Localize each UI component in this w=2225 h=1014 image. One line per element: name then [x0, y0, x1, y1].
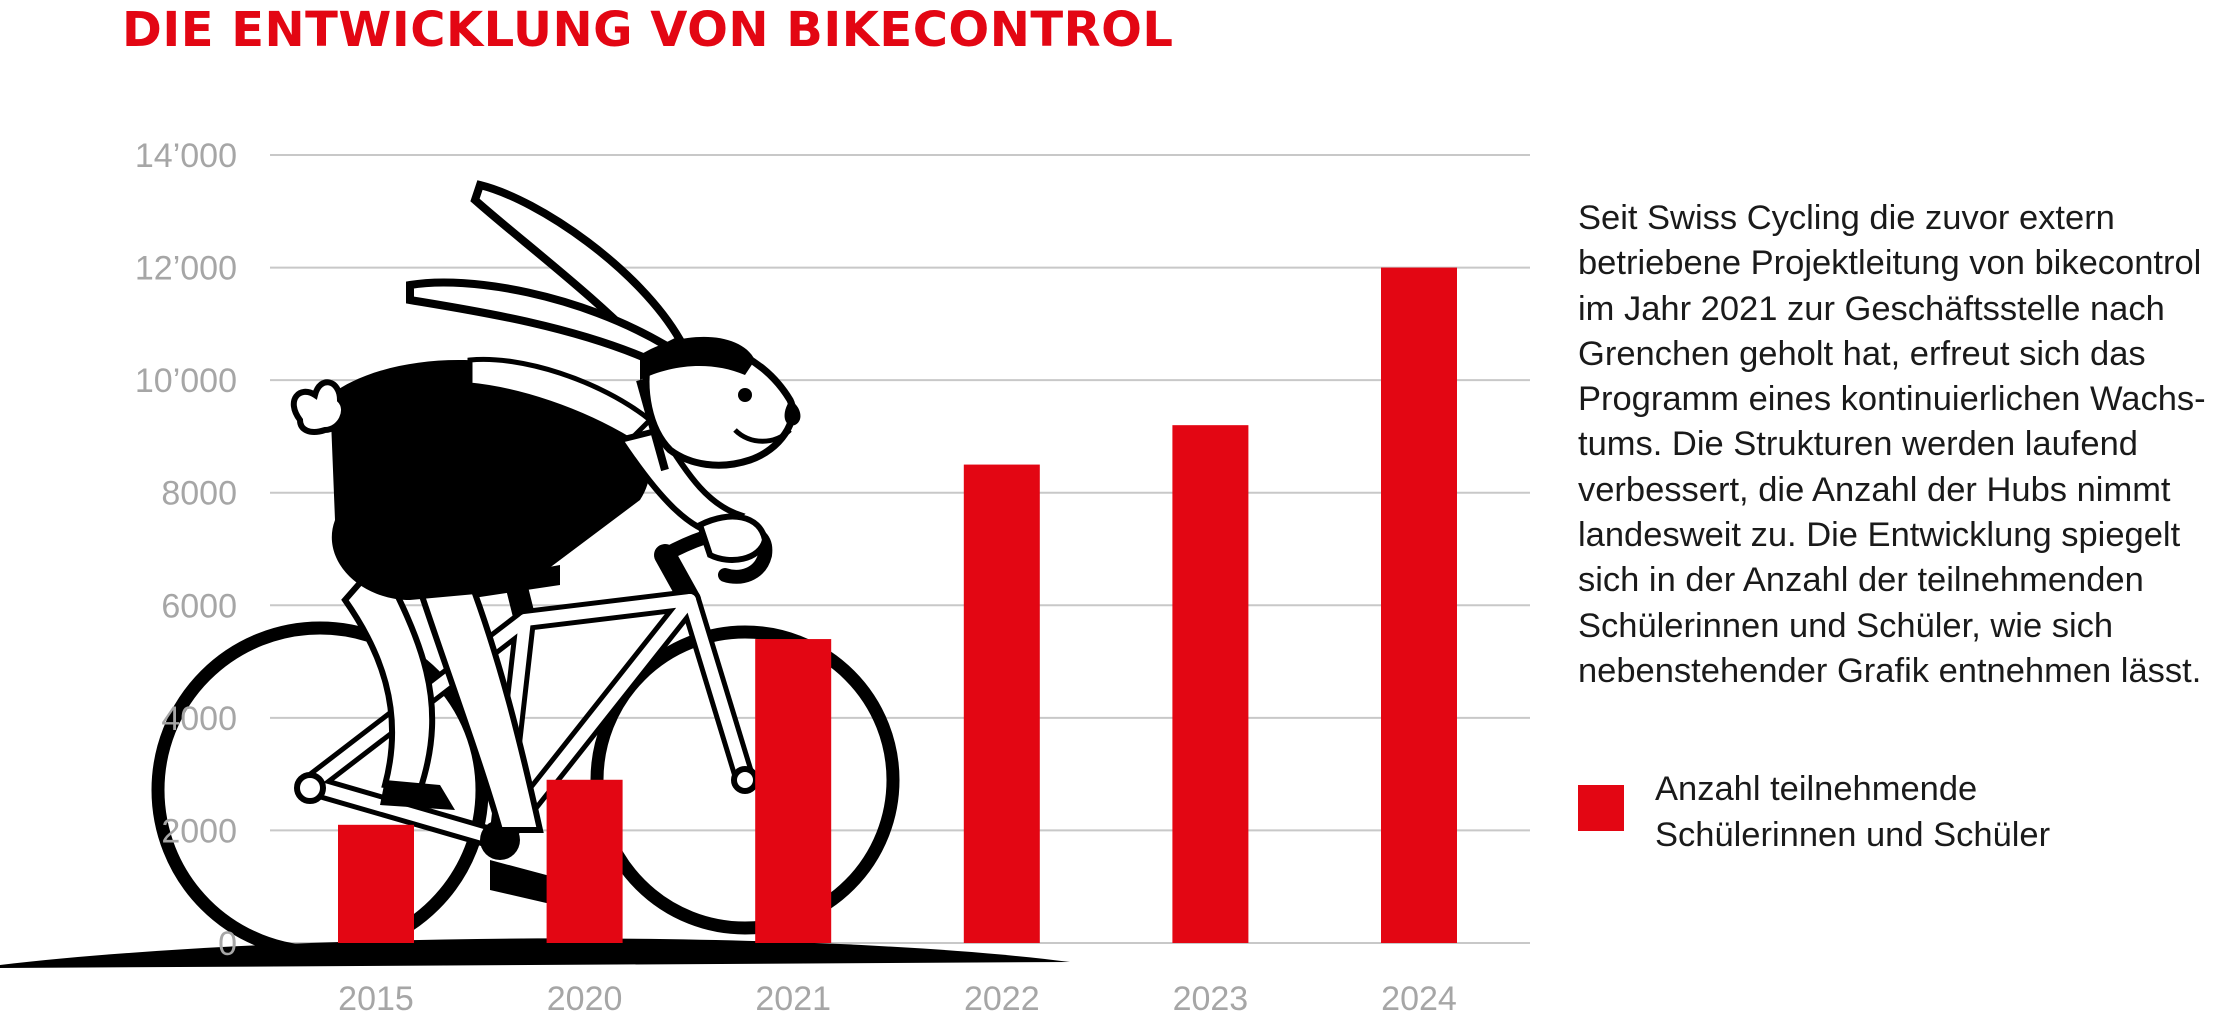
x-tick-label: 2024	[1381, 980, 1457, 1014]
y-tick-label: 2000	[161, 812, 237, 850]
y-tick-label: 14’000	[135, 137, 237, 175]
bar-2023	[1172, 425, 1249, 944]
x-axis-tick-labels: 2015 2020 2021 2022 2023 2024	[338, 980, 1457, 1014]
legend-label: Anzahl teilnehmende Schülerinnen und Sch…	[1655, 766, 2050, 858]
description-line: betriebene Projektleitung von bikecontro…	[1578, 244, 2202, 283]
bar-2024	[1381, 267, 1457, 944]
description-line: tums. Die Strukturen werden laufend	[1578, 425, 2138, 464]
bar-2022	[963, 464, 1040, 943]
x-tick-label: 2023	[1173, 980, 1249, 1014]
description-line: Seit Swiss Cycling die zuvor extern	[1578, 199, 2115, 237]
description-line: landesweit zu. Die Entwicklung spiegelt	[1578, 516, 2181, 555]
legend: Anzahl teilnehmende Schülerinnen und Sch…	[1578, 766, 2218, 866]
y-tick-label: 6000	[161, 587, 237, 625]
description-text: Seit Swiss Cycling die zuvor extern betr…	[1578, 196, 2218, 694]
x-tick-label: 2022	[964, 980, 1040, 1014]
bar-2020	[546, 779, 623, 943]
bar-2015	[338, 824, 414, 943]
description-line: im Jahr 2021 zur Geschäftsstelle nach	[1578, 289, 2165, 328]
description-line: verbessert, die Anzahl der Hubs nimmt	[1578, 470, 2171, 509]
description-line: Grenchen geholt hat, erfreut sich das	[1578, 334, 2146, 373]
description-line: nebenstehender Grafik entnehmen lässt.	[1578, 651, 2202, 690]
y-tick-label: 10’000	[135, 362, 237, 400]
y-tick-label: 12’000	[135, 250, 237, 288]
rabbit-cyclist-illustration	[0, 180, 1070, 968]
y-axis-tick-labels: 0 2000 4000 6000 8000 10’000 12’000 14’000	[135, 137, 237, 963]
x-tick-label: 2015	[338, 980, 414, 1014]
description-line: sich in der Anzahl der teilnehmenden	[1578, 561, 2144, 600]
chart-title: DIE ENTWICKLUNG VON BIKECONTROL	[122, 2, 1174, 58]
description-line: Programm eines kontinuierlichen Wachs-	[1578, 380, 2206, 419]
y-tick-label: 0	[218, 925, 237, 963]
bar-chart: 0 2000 4000 6000 8000 10’000 12’000 14’000 2015…	[0, 137, 1530, 1014]
legend-label-line: Schülerinnen und Schüler	[1655, 816, 2051, 854]
bars	[338, 267, 1457, 944]
x-tick-label: 2021	[755, 980, 831, 1014]
x-tick-label: 2020	[547, 980, 623, 1014]
bar-2021	[755, 639, 832, 943]
legend-swatch	[1578, 785, 1624, 831]
y-tick-label: 8000	[161, 475, 237, 513]
description-line: Schülerinnen und Schüler, wie sich	[1578, 606, 2114, 645]
legend-label-line: Anzahl teilnehmende	[1655, 770, 1978, 808]
y-tick-label: 4000	[161, 700, 237, 738]
